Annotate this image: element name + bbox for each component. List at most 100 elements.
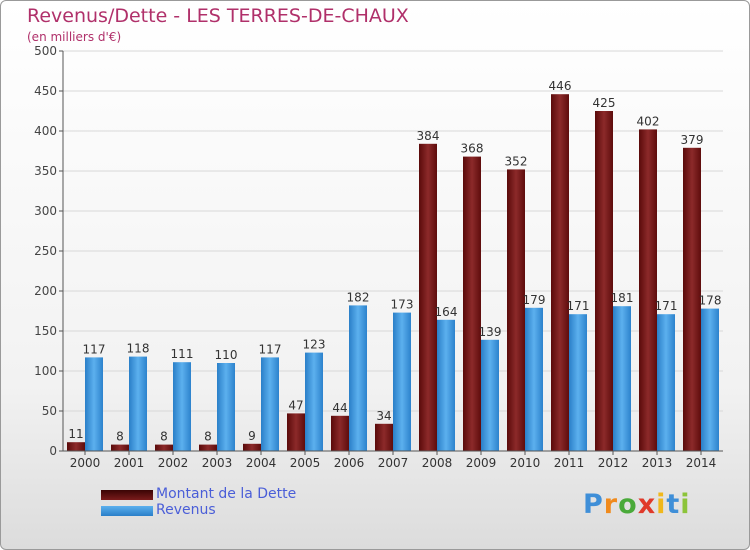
x-tick-label: 2014 [686,456,717,470]
data-label-revenus: 117 [83,342,106,356]
data-label-revenus: 171 [655,299,678,313]
x-tick-label: 2010 [510,456,541,470]
data-label-revenus: 110 [215,348,238,362]
y-tick-label: 200 [34,284,57,298]
x-tick-label: 2012 [598,456,629,470]
bar-revenus [305,352,323,451]
data-label-revenus: 178 [699,294,722,308]
logo-letter: i [656,489,667,520]
legend-swatch-revenus [101,506,153,516]
data-label-dette: 402 [637,114,660,128]
y-tick-label: 400 [34,124,57,138]
data-label-dette: 44 [332,401,347,415]
bar-dette [683,147,701,452]
x-tick-label: 2013 [642,456,673,470]
legend-swatch-debt [101,490,153,500]
bar-revenus [217,363,235,451]
bar-revenus [569,314,587,451]
logo-letter: r [603,489,619,520]
chart-title: Revenus/Dette - LES TERRES-DE-CHAUX [27,5,409,27]
data-label-dette: 379 [681,133,704,147]
data-label-dette: 34 [376,409,391,423]
bar-revenus [85,357,103,451]
bar-revenus [657,314,675,451]
bar-dette [375,423,393,451]
bar-revenus [613,306,631,451]
x-tick-label: 2000 [70,456,101,470]
x-tick-label: 2004 [246,456,277,470]
data-label-dette: 8 [116,430,124,444]
data-label-revenus: 173 [391,298,414,312]
data-label-revenus: 182 [347,290,370,304]
logo-letter: o [618,489,638,520]
x-tick-label: 2007 [378,456,409,470]
data-label-dette: 368 [461,142,484,156]
bar-revenus [525,307,543,451]
bar-dette [155,444,173,451]
data-label-revenus: 139 [479,325,502,339]
bar-revenus [481,339,499,451]
data-label-dette: 352 [505,154,528,168]
data-label-dette: 8 [204,430,212,444]
data-label-revenus: 171 [567,299,590,313]
data-label-dette: 384 [417,129,440,143]
data-label-dette: 446 [549,79,572,93]
data-label-revenus: 179 [523,293,546,307]
bar-dette [419,143,437,452]
bar-revenus [437,319,455,451]
y-tick-label: 0 [49,444,57,458]
y-tick-label: 50 [42,404,57,418]
logo-letter: t [666,489,681,520]
data-label-revenus: 123 [303,338,326,352]
x-tick-label: 2003 [202,456,233,470]
bar-dette [507,169,525,451]
bar-dette [287,413,305,451]
data-label-revenus: 111 [171,347,194,361]
y-tick-label: 250 [34,244,57,258]
bar-revenus [129,356,147,451]
data-label-revenus: 181 [611,291,634,305]
legend-label-revenus: Revenus [156,502,216,518]
data-label-revenus: 117 [259,342,282,356]
x-tick-label: 2009 [466,456,497,470]
bar-revenus [261,357,279,451]
data-label-dette: 11 [68,427,83,441]
logo-letter: x [637,489,657,520]
bar-dette [463,156,481,451]
y-tick-label: 450 [34,84,57,98]
bar-dette [67,442,85,451]
bar-dette [243,443,261,451]
y-tick-label: 350 [34,164,57,178]
data-label-dette: 425 [593,96,616,110]
x-tick-label: 2001 [114,456,145,470]
data-label-dette: 8 [160,430,168,444]
x-tick-label: 2006 [334,456,365,470]
logo-letter: i [680,489,691,520]
data-label-revenus: 164 [435,305,458,319]
data-label-revenus: 118 [127,342,150,356]
bar-dette [331,415,349,451]
x-tick-label: 2005 [290,456,321,470]
bar-revenus [393,312,411,451]
logo-letter: P [583,489,604,520]
chart-subtitle: (en milliers d'€) [27,30,122,44]
legend-label-debt: Montant de la Dette [156,486,297,502]
y-tick-label: 150 [34,324,57,338]
bar-dette [111,444,129,451]
bar-revenus [349,305,367,451]
data-label-dette: 47 [288,398,303,412]
bar-revenus [701,308,719,451]
bar-dette [639,129,657,451]
x-tick-label: 2002 [158,456,189,470]
x-tick-label: 2008 [422,456,453,470]
proxiti-logo: Proxiti [583,489,691,520]
bar-dette [199,444,217,451]
bar-dette [595,111,613,451]
y-tick-label: 300 [34,204,57,218]
bar-dette [551,94,569,451]
bar-revenus [173,362,191,451]
data-label-dette: 9 [248,429,256,443]
y-tick-label: 500 [34,44,57,58]
